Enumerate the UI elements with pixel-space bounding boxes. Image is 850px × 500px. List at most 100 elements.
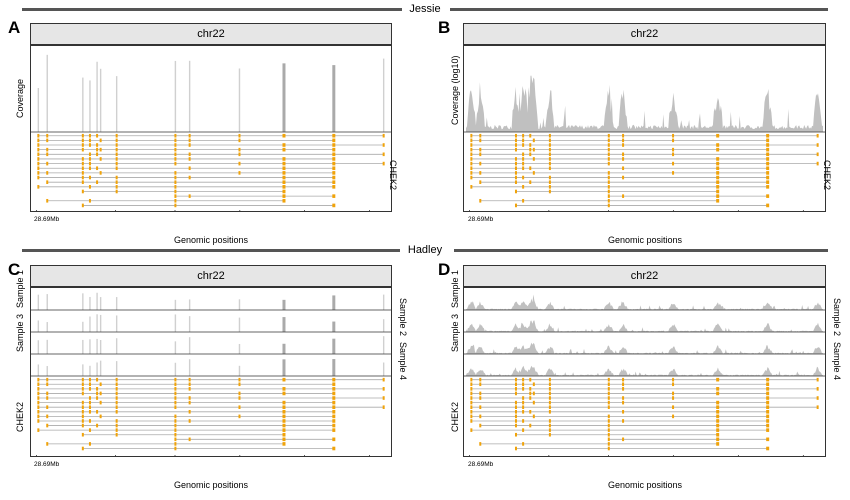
panel-a-exon [81,171,84,175]
panel-d-exon [716,414,720,419]
panel-c-coverage-bar [96,362,98,376]
panel-c-coverage-bar [238,365,241,376]
panel-d-exon [522,442,525,446]
panel-a-exon [238,138,241,143]
panel-b-strip: chr22 [463,23,826,45]
panel-b-exon [607,198,610,203]
panel-c-coverage-bar [332,295,336,310]
panel-c-exon [188,419,191,423]
panel-c-coverage-bar [188,316,191,332]
panel-c-exon [174,391,177,396]
panel-b-exon [766,171,770,175]
panel-b-exon [766,203,770,208]
panel-d-exon [622,382,625,387]
panel-c-coverage-bar [332,321,336,332]
panel-b-exon [522,198,525,203]
panel-b-exon [479,138,482,143]
panel-d-exon [479,405,482,409]
panel-a-coverage-bar [82,77,84,132]
panel-a-exon [174,171,177,175]
panel-b-exon [716,175,720,180]
panel-d-exon [766,405,770,409]
panel-b-gene-label: CHEK2 [822,160,832,191]
panel-b-exon [816,143,819,147]
panel-a-exon [332,180,336,184]
panel-b-exon [607,185,610,189]
panel-a-coverage-bar [332,65,336,132]
panel-d-exon [522,405,525,409]
panel-b-exon [607,143,610,147]
panel-a-exon [96,166,99,171]
panel-d-exon [766,423,770,428]
panel-a-exon [88,185,91,189]
panel-a-exon [282,171,286,175]
panel-a-coverage-bar [37,87,40,132]
panel-b-exon [766,133,770,138]
panel-a-exon [332,185,336,189]
panel-a-exon [46,180,49,184]
panel-c-exon [238,377,241,382]
panel-c-exon [174,377,177,382]
panel-c-coverage-bar [382,362,385,376]
panel-c-exon [188,387,191,391]
panel-d-exon [607,414,610,419]
panel-d-exon [470,391,473,396]
panel-b-exon [529,133,532,138]
section-divider-jessie [22,8,828,11]
panel-b-exon [470,133,473,138]
panel-c-exon [115,396,118,400]
panel-a-coverage-bar [382,58,385,132]
panel-a-coverage-label: Coverage [15,78,25,118]
panel-d-exon [548,396,551,400]
panel-d-sample3-label: Sample 3 [450,313,460,352]
panel-c-exon [37,400,40,405]
panel-a-exon [99,171,102,175]
panel-c-coverage-bar [174,314,177,332]
panel-d-exon [622,437,625,442]
panel-b-exon [532,138,535,143]
panel-d-exon [607,442,610,446]
panel-c-exon [81,391,84,396]
panel-c-exon [282,437,286,442]
panel-c-exon [238,405,241,409]
panel-b-exon [470,161,473,166]
panel-c-coverage-bar [89,296,91,310]
panel-c-exon [46,414,49,419]
panel-d-exon [548,419,551,423]
panel-a-exon [37,147,40,152]
panel-a-exon [332,152,336,157]
panel-d-xlabel: Genomic positions [607,480,683,490]
panel-d-exon [532,391,535,396]
panel-b-exon [532,147,535,152]
panel-c-exon [332,419,336,423]
panel-c-coverage-bar [99,297,102,310]
panel-a-exon [174,194,177,198]
panel-c-exon [46,423,49,428]
panel-c-exon [174,414,177,419]
panel-d-exon [470,400,473,405]
panel-a-coverage-bar [115,76,118,132]
panel-a-exon [282,185,286,189]
panel-a-exon [115,189,118,194]
panel-c-exon [115,387,118,391]
panel-a-exon [332,166,336,171]
panel-d-exon [766,437,770,442]
panel-a-exon [282,175,286,180]
panel-b-exon [470,143,473,147]
panel-b-exon [766,161,770,166]
panel-b-exon [514,180,517,184]
panel-a-exon [96,133,99,138]
panel-b-exon [479,180,482,184]
panel-c-coverage-bar [282,317,286,332]
panel-a-exon [88,157,91,161]
panel-b-exon [514,175,517,180]
panel-b-exon [607,203,610,208]
panel-d-exon [548,405,551,409]
panel-a-exon [174,133,177,138]
panel-c-strip-label: chr22 [197,270,225,282]
panel-a-exon [174,185,177,189]
panel-b-xlabel: Genomic positions [607,235,683,245]
panel-a-exon [188,166,191,171]
panel-a-exon [88,198,91,203]
panel-d-exon [470,382,473,387]
